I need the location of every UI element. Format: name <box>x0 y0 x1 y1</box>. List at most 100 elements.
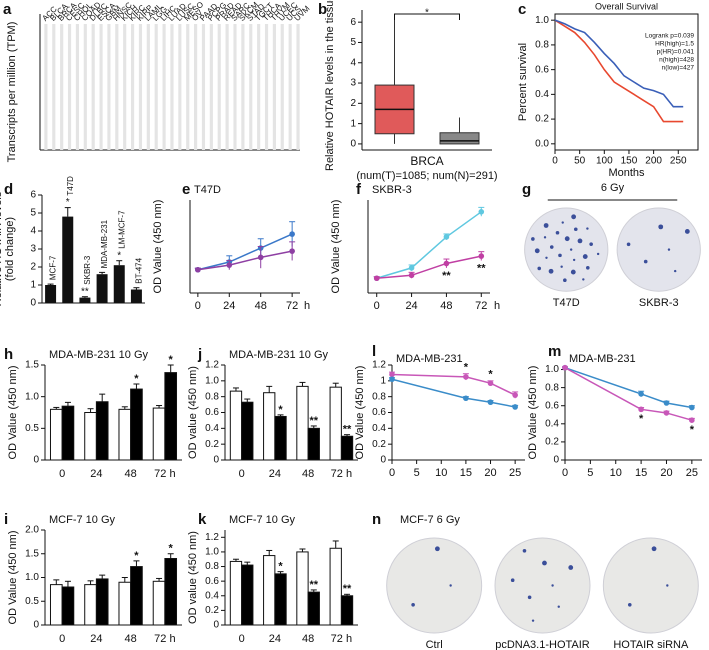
category-band <box>146 24 150 150</box>
category-band <box>178 24 182 150</box>
panel-letter: h <box>4 346 13 363</box>
significance-star: ** <box>477 262 486 274</box>
bar <box>62 216 74 303</box>
category-band <box>170 24 174 150</box>
bar <box>274 415 287 461</box>
colony <box>586 227 589 230</box>
y-tick-label: 1.0 <box>205 547 219 558</box>
point <box>408 272 415 279</box>
bar <box>229 390 243 461</box>
x-tick-label: 50 <box>574 156 586 167</box>
point <box>663 410 670 416</box>
y-tick-label: 0.4 <box>205 590 219 601</box>
x-tick-label: 0 <box>552 156 558 167</box>
y-tick-label: 0 <box>213 455 219 466</box>
category-band <box>162 24 166 150</box>
y-tick-label: 1.0 <box>535 15 549 26</box>
colony <box>643 259 648 264</box>
bar <box>95 578 109 626</box>
colony <box>510 578 515 583</box>
x-tick-label: 0 <box>195 300 201 312</box>
point <box>463 374 469 380</box>
x-tick-label: 24 <box>405 300 417 312</box>
x-tick-label: 5 <box>414 467 420 479</box>
category-band <box>201 24 206 150</box>
colony <box>572 258 576 262</box>
y-axis-label: Transcripts per million (TPM) <box>6 22 18 163</box>
category-band <box>154 24 158 150</box>
bar <box>113 265 125 303</box>
y-axis-label: OD Value (450 nm) <box>330 200 342 294</box>
x-tick-label: 48 <box>125 468 137 480</box>
y-tick-label: 0 <box>33 455 39 466</box>
bar <box>95 401 109 461</box>
series-line <box>197 233 293 271</box>
colony <box>573 227 578 232</box>
bar <box>164 558 178 626</box>
panel-title: T47D <box>194 184 221 196</box>
y-tick-label: 0.8 <box>545 382 559 393</box>
category-band <box>75 24 79 150</box>
colony <box>449 584 452 587</box>
bar <box>152 580 166 626</box>
y-tick-label: 0 <box>213 620 219 631</box>
y-tick-label: 0 <box>33 620 39 631</box>
x-tick-label: 0 <box>59 633 65 645</box>
colony <box>542 560 547 566</box>
dish-label: pcDNA3.1-HOTAIR <box>495 639 590 650</box>
category-band <box>99 24 103 150</box>
category-band <box>83 24 87 150</box>
category-band <box>115 24 119 150</box>
y-tick-label: 1.5 <box>25 360 39 371</box>
point <box>689 417 695 423</box>
category-label: SKBR-3 <box>83 255 92 284</box>
colony <box>589 242 593 246</box>
panel-letter: n <box>372 511 381 528</box>
bar <box>96 274 108 303</box>
y-tick-label: 1 <box>380 375 386 386</box>
colony <box>545 256 548 259</box>
panel-letter: f <box>356 181 362 198</box>
significance-star: ** <box>81 286 89 297</box>
box <box>439 132 480 145</box>
y-axis-label: Percent survival <box>517 43 529 121</box>
series-line <box>564 367 693 421</box>
colony <box>667 248 671 251</box>
colony <box>543 223 549 228</box>
bar <box>164 372 178 461</box>
x-tick-label: 48 <box>255 300 267 312</box>
point <box>373 275 380 282</box>
category-band <box>52 24 56 150</box>
x-tick-label: 48 <box>302 633 314 645</box>
colony <box>568 565 574 570</box>
panel-title: MDA-MB-231 <box>569 353 636 365</box>
category-band <box>194 24 198 150</box>
series-line <box>564 367 692 409</box>
x-tick-label: 0 <box>239 633 245 645</box>
y-tick-label: 0.4 <box>372 423 386 434</box>
bar <box>61 586 75 626</box>
y-axis-label: (fold change) <box>4 217 16 281</box>
colony <box>531 237 535 241</box>
significance-star: * <box>134 550 139 562</box>
category-band <box>249 24 253 150</box>
category-band <box>209 24 213 150</box>
significance-star: * <box>134 373 139 385</box>
x-tick-label: 20 <box>484 467 496 479</box>
y-axis-label: OD value (450 nm) <box>187 366 199 459</box>
y-tick-label: 0.4 <box>205 423 219 434</box>
dish-label: SKBR-3 <box>639 297 679 309</box>
y-tick-label: 0.6 <box>372 407 386 418</box>
point <box>478 209 485 215</box>
category-label: BT-474 <box>135 257 144 283</box>
y-axis-label: Relative HOTAIR levels in the tissues <box>324 0 336 171</box>
colony <box>558 253 562 258</box>
colony <box>582 278 585 281</box>
y-tick-label: 6 <box>350 17 356 28</box>
bar <box>241 401 254 461</box>
category-band <box>296 24 300 150</box>
significance-star: * <box>639 413 644 425</box>
panel-letter: j <box>197 346 202 363</box>
bar <box>49 408 63 461</box>
y-tick-label: 0.2 <box>205 439 219 450</box>
